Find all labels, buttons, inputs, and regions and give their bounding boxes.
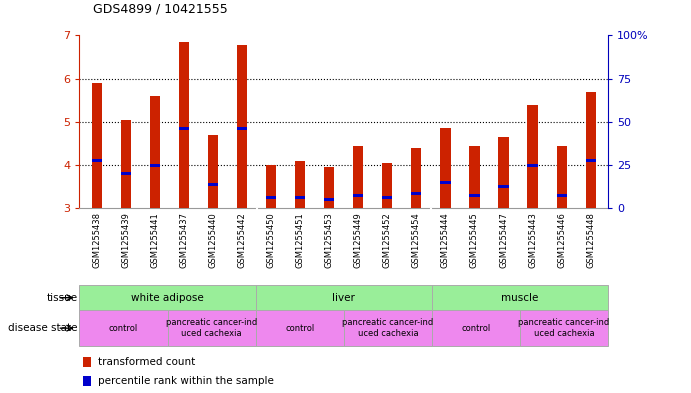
Bar	[295, 196, 305, 199]
Bar	[324, 198, 334, 201]
Text: GSM1255452: GSM1255452	[383, 212, 392, 268]
Bar	[432, 310, 520, 346]
Bar	[83, 376, 91, 386]
Bar	[208, 183, 218, 186]
Text: GSM1255440: GSM1255440	[209, 212, 218, 268]
Text: GDS4899 / 10421555: GDS4899 / 10421555	[93, 3, 228, 16]
Bar	[295, 161, 305, 208]
Text: GSM1255449: GSM1255449	[354, 212, 363, 268]
Bar	[556, 194, 567, 197]
Text: GSM1255451: GSM1255451	[296, 212, 305, 268]
Bar	[266, 196, 276, 199]
Bar	[208, 135, 218, 208]
Text: GSM1255446: GSM1255446	[557, 212, 566, 268]
Bar	[150, 163, 160, 167]
Bar	[324, 167, 334, 208]
Bar	[266, 165, 276, 208]
Text: GSM1255448: GSM1255448	[586, 212, 595, 268]
Bar	[520, 310, 608, 346]
Bar	[440, 128, 451, 208]
Bar	[353, 145, 363, 208]
Bar	[150, 96, 160, 208]
Text: GSM1255444: GSM1255444	[441, 212, 450, 268]
Bar	[179, 127, 189, 130]
Bar	[179, 42, 189, 208]
Text: control: control	[462, 324, 491, 332]
Bar	[237, 45, 247, 208]
Bar	[167, 310, 256, 346]
Text: white adipose: white adipose	[131, 293, 204, 303]
Bar	[469, 194, 480, 197]
Text: pancreatic cancer-ind
uced cachexia: pancreatic cancer-ind uced cachexia	[166, 318, 257, 338]
Bar	[498, 137, 509, 208]
Text: GSM1255445: GSM1255445	[470, 212, 479, 268]
Bar	[411, 192, 422, 195]
Bar	[344, 310, 432, 346]
Text: GSM1255441: GSM1255441	[151, 212, 160, 268]
Bar	[556, 145, 567, 208]
Text: transformed count: transformed count	[98, 357, 196, 367]
Bar	[432, 285, 608, 310]
Text: GSM1255450: GSM1255450	[267, 212, 276, 268]
Text: muscle: muscle	[501, 293, 539, 303]
Text: liver: liver	[332, 293, 355, 303]
Text: disease state: disease state	[8, 323, 77, 333]
Bar	[382, 196, 392, 199]
Text: percentile rank within the sample: percentile rank within the sample	[98, 376, 274, 386]
Bar	[353, 194, 363, 197]
Bar	[92, 159, 102, 162]
Text: GSM1255443: GSM1255443	[528, 212, 537, 268]
Text: GSM1255447: GSM1255447	[499, 212, 508, 268]
Bar	[469, 145, 480, 208]
Text: pancreatic cancer-ind
uced cachexia: pancreatic cancer-ind uced cachexia	[342, 318, 433, 338]
Bar	[498, 185, 509, 188]
Bar	[83, 357, 91, 367]
Bar	[237, 127, 247, 130]
Bar	[440, 181, 451, 184]
Bar	[92, 83, 102, 208]
Bar	[256, 285, 432, 310]
Bar	[256, 310, 343, 346]
Bar	[121, 172, 131, 175]
Text: control: control	[285, 324, 314, 332]
Text: tissue: tissue	[46, 293, 77, 303]
Bar	[79, 285, 256, 310]
Bar	[411, 148, 422, 208]
Text: GSM1255439: GSM1255439	[122, 212, 131, 268]
Text: GSM1255442: GSM1255442	[238, 212, 247, 268]
Text: pancreatic cancer-ind
uced cachexia: pancreatic cancer-ind uced cachexia	[518, 318, 609, 338]
Bar	[382, 163, 392, 208]
Text: GSM1255438: GSM1255438	[93, 212, 102, 268]
Text: GSM1255453: GSM1255453	[325, 212, 334, 268]
Bar	[121, 119, 131, 208]
Text: control: control	[109, 324, 138, 332]
Text: GSM1255454: GSM1255454	[412, 212, 421, 268]
Bar	[527, 105, 538, 208]
Bar	[79, 310, 167, 346]
Text: GSM1255437: GSM1255437	[180, 212, 189, 268]
Bar	[585, 159, 596, 162]
Bar	[527, 163, 538, 167]
Bar	[585, 92, 596, 208]
